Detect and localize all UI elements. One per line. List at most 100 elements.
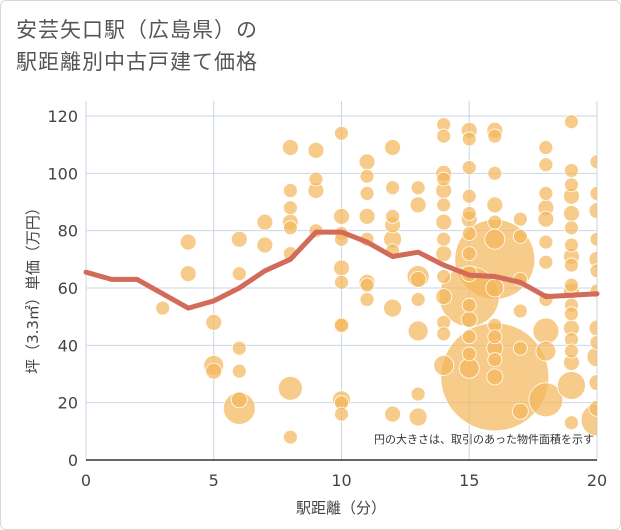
- data-bubble: [410, 180, 426, 196]
- data-bubble: [205, 362, 223, 380]
- data-bubble: [588, 319, 597, 337]
- chart-title-line-1: 安芸矢口駅（広島県）の: [16, 18, 258, 42]
- data-bubble: [484, 228, 506, 250]
- data-bubble: [358, 153, 376, 171]
- data-bubble: [563, 205, 580, 222]
- data-bubble: [256, 236, 274, 254]
- data-bubble: [409, 270, 427, 288]
- data-bubble: [487, 165, 503, 181]
- data-bubble: [564, 220, 579, 236]
- data-bubble: [564, 415, 579, 431]
- data-bubble: [538, 157, 554, 173]
- data-bubble: [588, 250, 597, 268]
- data-bubble: [436, 171, 452, 187]
- data-bubble: [461, 329, 477, 345]
- data-bubble: [461, 226, 477, 241]
- data-bubble: [535, 340, 557, 362]
- data-bubble: [588, 400, 597, 417]
- data-bubble: [589, 154, 597, 170]
- data-bubble: [282, 200, 298, 216]
- data-bubble: [564, 114, 579, 130]
- data-bubble: [410, 292, 426, 307]
- data-bubble: [564, 343, 579, 359]
- data-bubble: [385, 180, 401, 196]
- data-bubble: [333, 207, 350, 225]
- y-tick-label: 80: [58, 222, 78, 241]
- data-bubble: [487, 329, 503, 345]
- data-bubble: [408, 407, 428, 427]
- data-bubble: [512, 211, 528, 227]
- y-axis-label: 坪（3.3㎡）単価（万円）: [24, 200, 42, 374]
- chart-title-line-2: 駅距離別中古戸建て価格: [16, 50, 258, 74]
- data-bubble: [282, 429, 298, 445]
- data-bubble: [334, 406, 349, 422]
- y-tick-label: 40: [58, 336, 78, 355]
- data-bubble: [385, 208, 401, 224]
- data-bubble: [486, 196, 504, 214]
- data-bubble: [231, 266, 247, 282]
- data-bubble: [333, 259, 350, 277]
- data-bubble: [564, 177, 579, 193]
- data-bubble: [359, 185, 375, 201]
- x-tick-label: 5: [209, 471, 219, 490]
- data-bubble: [205, 313, 223, 331]
- data-bubble: [461, 206, 477, 221]
- data-bubble: [461, 131, 477, 147]
- data-bubble: [461, 297, 477, 313]
- trend-line: [83, 229, 600, 311]
- data-bubble: [586, 346, 597, 368]
- data-bubble: [589, 186, 597, 201]
- x-tick-label: 0: [81, 471, 91, 490]
- data-bubble: [486, 368, 504, 386]
- data-bubble: [256, 213, 274, 231]
- data-bubble: [461, 160, 477, 176]
- x-axis-label: 駅距離（分）: [296, 499, 386, 517]
- data-bubble: [461, 346, 477, 362]
- data-bubble: [334, 317, 349, 333]
- data-bubble: [231, 340, 247, 356]
- data-bubble: [384, 139, 402, 156]
- data-bubble: [230, 230, 248, 248]
- data-bubble: [436, 128, 452, 144]
- data-bubble: [308, 171, 324, 187]
- data-bubble: [410, 386, 426, 402]
- data-bubble: [433, 354, 455, 376]
- chart-title: 安芸矢口駅（広島県）の 駅距離別中古戸建て価格: [16, 14, 436, 78]
- x-tick-label: 10: [331, 471, 351, 490]
- data-bubble: [512, 303, 528, 319]
- y-tick-label: 0: [68, 451, 78, 470]
- data-bubble: [538, 185, 554, 201]
- data-bubble: [307, 141, 325, 159]
- y-tick-label: 60: [58, 279, 78, 298]
- y-tick-labels: 0 20 40 60 80 100 120: [47, 107, 78, 470]
- data-bubble: [564, 306, 579, 322]
- data-bubble: [564, 277, 579, 293]
- data-bubble: [281, 139, 299, 156]
- x-tick-labels: 0 5 10 15 20: [81, 471, 607, 490]
- data-bubble: [588, 374, 597, 391]
- data-bubble: [359, 168, 375, 184]
- data-bubble: [564, 257, 579, 273]
- data-bubble: [485, 278, 505, 298]
- data-bubble: [487, 214, 503, 230]
- data-bubble: [334, 274, 349, 290]
- data-bubble: [436, 197, 452, 213]
- data-bubble: [358, 207, 376, 225]
- data-bubble: [512, 228, 528, 244]
- data-bubble: [383, 298, 403, 318]
- x-tick-label: 15: [459, 471, 479, 490]
- data-bubble: [436, 231, 452, 247]
- data-bubble: [436, 326, 452, 342]
- data-bubble: [282, 183, 298, 198]
- data-bubble: [277, 375, 303, 401]
- data-bubble: [461, 188, 477, 204]
- data-bubble: [537, 210, 555, 228]
- data-bubble: [528, 382, 564, 418]
- data-bubble: [487, 352, 503, 368]
- data-bubble: [435, 288, 453, 306]
- y-tick-label: 20: [58, 394, 78, 413]
- data-bubble: [487, 128, 503, 144]
- data-bubble: [230, 391, 248, 409]
- data-bubble: [538, 140, 554, 155]
- trend-layer: [83, 229, 600, 311]
